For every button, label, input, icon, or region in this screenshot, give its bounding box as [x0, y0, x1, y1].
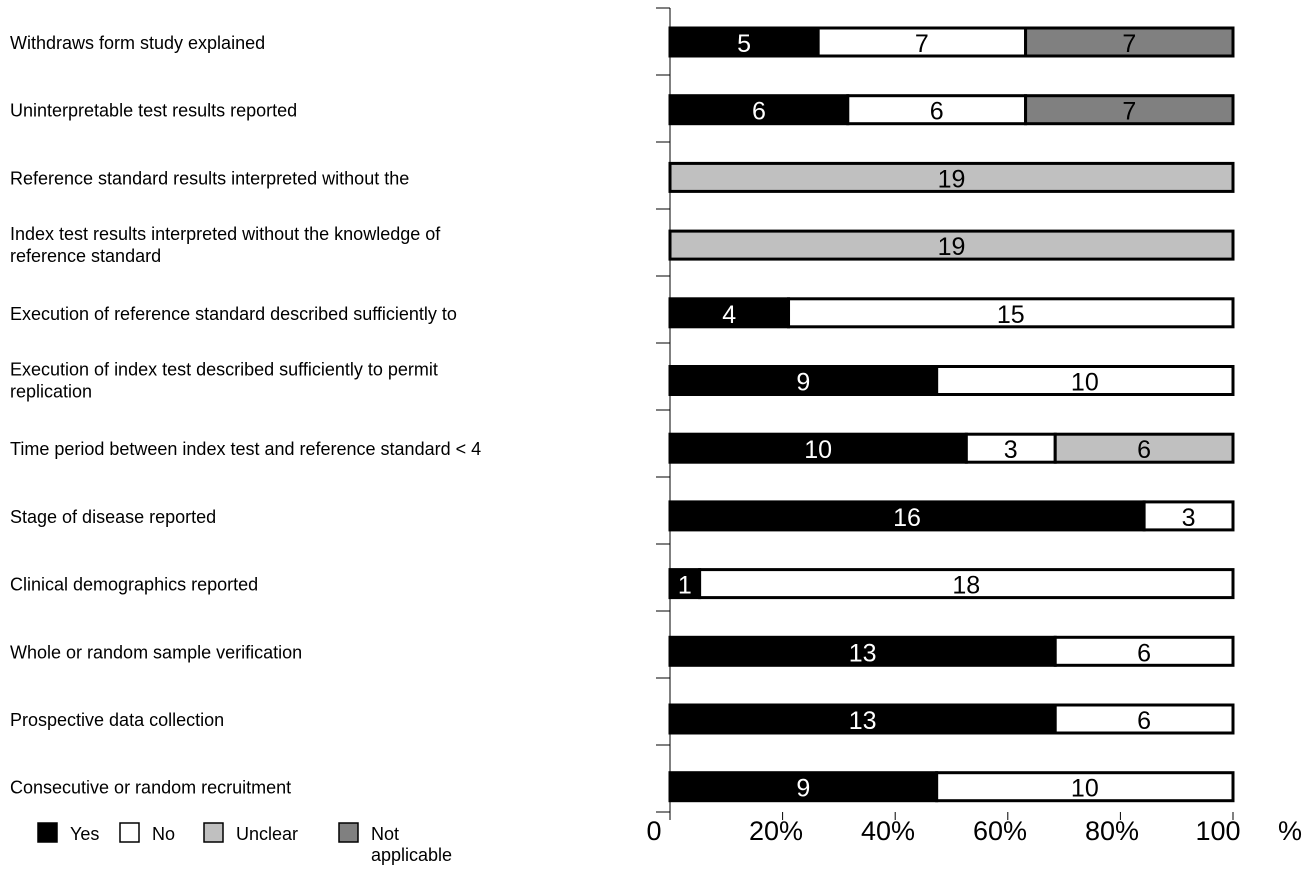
legend-swatch [203, 822, 224, 843]
bar-segment [935, 365, 1235, 396]
legend-label: applicable [371, 845, 452, 865]
bar-segment [1053, 432, 1235, 464]
x-tick-label: 0 [646, 816, 661, 846]
bar-value-label: 13 [849, 639, 877, 667]
bar-segment [698, 568, 1235, 600]
category-label: Prospective data collection [10, 710, 224, 730]
bar-value-label: 5 [737, 30, 751, 58]
legend-label: Yes [70, 824, 99, 844]
category-label: Uninterpretable test results reported [10, 101, 297, 121]
category-label: replication [10, 382, 92, 402]
bar-value-label: 7 [915, 30, 929, 58]
category-label: Execution of index test described suffic… [10, 360, 438, 380]
category-label: Consecutive or random recruitment [10, 778, 291, 798]
bar-value-label: 13 [849, 707, 877, 735]
bar-value-label: 1 [678, 572, 692, 600]
bar-value-label: 7 [1122, 98, 1136, 126]
bar-segment [1053, 703, 1235, 735]
legend-label: No [152, 824, 175, 844]
x-tick-label: 40% [861, 816, 915, 846]
bar-value-label: 18 [952, 572, 980, 600]
bar-segment [787, 297, 1235, 329]
bar-value-label: 6 [1137, 436, 1151, 464]
category-label: Time period between index test and refer… [10, 439, 481, 459]
x-tick-label: 20% [749, 816, 803, 846]
bar-value-label: 10 [1071, 775, 1099, 803]
legend-swatch [37, 822, 58, 843]
bar-segment [668, 500, 1146, 532]
x-tick-label: % [1278, 816, 1302, 846]
bar-segment [1142, 500, 1235, 532]
x-tick-label: 80% [1085, 816, 1139, 846]
bar-segment [668, 568, 702, 600]
bar-segment [816, 26, 1028, 58]
bar-value-label: 9 [796, 775, 810, 803]
category-label: Clinical demographics reported [10, 575, 258, 595]
bar-segment [1053, 635, 1235, 667]
bar-segment [964, 432, 1057, 464]
bar-value-label: 6 [1137, 707, 1151, 735]
category-label: Stage of disease reported [10, 507, 216, 527]
bar-value-label: 3 [1182, 504, 1196, 532]
category-label: Reference standard results interpreted w… [10, 168, 409, 188]
bar-segment [668, 229, 1235, 261]
bar-value-label: 10 [804, 436, 832, 464]
category-label: Execution of reference standard describe… [10, 304, 457, 324]
x-tick-label: 60% [973, 816, 1027, 846]
bar-segment [668, 26, 820, 58]
bar-value-label: 19 [938, 165, 966, 193]
bar-segment [668, 161, 1235, 193]
bar-segment [668, 432, 968, 464]
bar-value-label: 16 [893, 504, 921, 532]
bar-segment [1024, 94, 1235, 126]
bar-value-label: 6 [930, 98, 944, 126]
bar-value-label: 19 [938, 233, 966, 261]
bar-segment [668, 635, 1057, 667]
x-tick-label: 100 [1195, 816, 1240, 846]
legend-swatch [119, 822, 140, 843]
bar-value-label: 4 [722, 301, 736, 329]
bar-segment [1024, 26, 1235, 58]
bar-value-label: 9 [796, 369, 810, 397]
bar-segment [935, 771, 1235, 803]
category-label: Index test results interpreted without t… [10, 224, 441, 244]
bar-value-label: 6 [752, 98, 766, 126]
legend-label: Not [371, 824, 399, 844]
bar-value-label: 10 [1071, 369, 1099, 397]
bar-value-label: 6 [1137, 639, 1151, 667]
category-label: reference standard [10, 246, 161, 266]
legend-label: Unclear [236, 824, 298, 844]
category-label: Whole or random sample verification [10, 642, 302, 662]
bar-value-label: 7 [1122, 30, 1136, 58]
bar-value-label: 15 [997, 301, 1025, 329]
category-label: Withdraws form study explained [10, 33, 265, 53]
bar-segment [668, 703, 1057, 735]
legend-swatch [338, 822, 359, 843]
bar-value-label: 3 [1004, 436, 1018, 464]
